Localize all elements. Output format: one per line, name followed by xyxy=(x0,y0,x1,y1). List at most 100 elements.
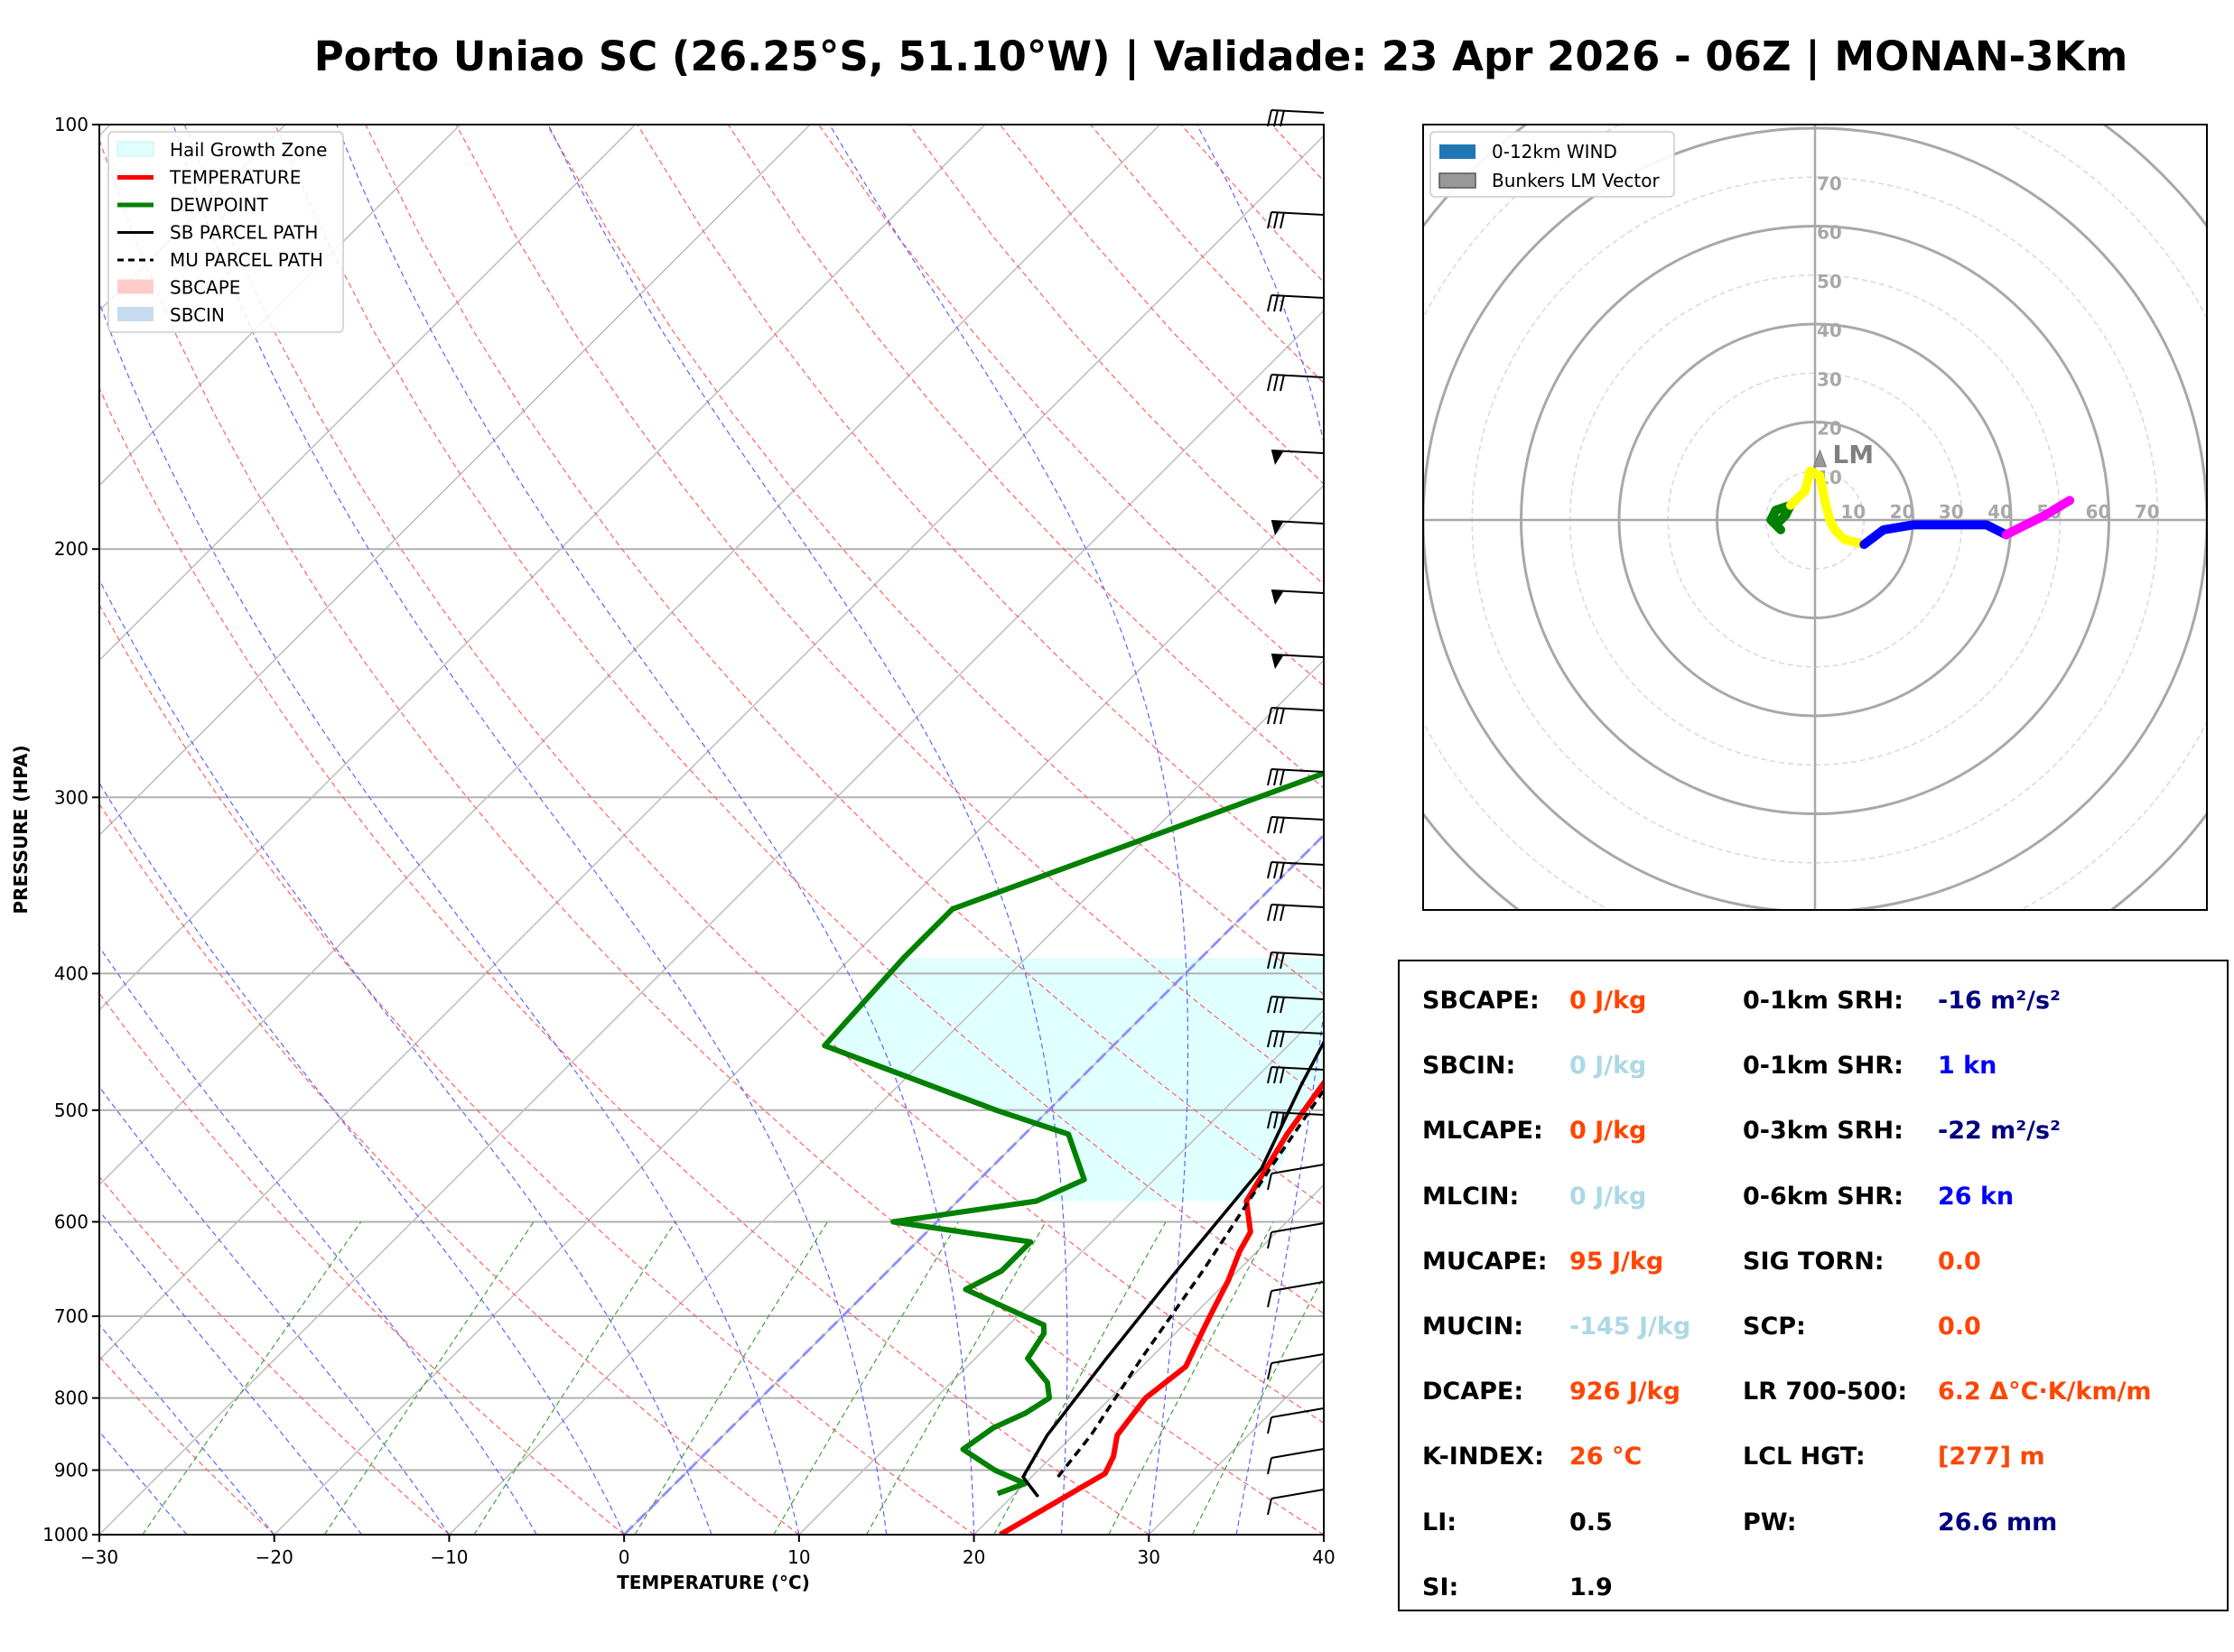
dry-adiabat xyxy=(99,803,800,1535)
series-sb-parcel-path xyxy=(1021,1038,1324,1499)
wind-barb xyxy=(1271,1222,1325,1233)
wind-barb xyxy=(1271,1353,1325,1364)
mixing-ratio-line xyxy=(323,1221,535,1535)
wind-barb-feather xyxy=(1280,951,1285,970)
x-tick-label: 40 xyxy=(1312,1546,1335,1568)
stat-label: SBCAPE: xyxy=(1422,987,1540,1015)
wind-barb-feather xyxy=(1273,707,1279,725)
stat-label: 0-6km SHR: xyxy=(1743,1182,1904,1211)
legend-swatch xyxy=(117,279,154,294)
wind-barb xyxy=(1271,1164,1325,1174)
stat-value: 26 kn xyxy=(1938,1182,2015,1211)
wind-barbs xyxy=(1267,109,1325,1516)
wind-barb-feather xyxy=(1273,374,1279,392)
legend-frame xyxy=(107,131,344,333)
mixing-ratio-line xyxy=(1191,1275,1324,1535)
wind-barb-feather xyxy=(1280,211,1285,229)
series-temperature xyxy=(999,1078,1324,1535)
x-axis-label: TEMPERATURE (°C) xyxy=(617,1572,810,1593)
mixing-ratio-line xyxy=(865,1221,1047,1535)
stat-value: 0 J/kg xyxy=(1569,1052,1647,1081)
moist-adiabat xyxy=(99,1210,363,1535)
hodograph-ring-label: 70 xyxy=(1817,172,1842,194)
legend-label: DEWPOINT xyxy=(170,194,268,216)
stat-value: 95 J/kg xyxy=(1569,1247,1664,1276)
dry-adiabat xyxy=(99,138,1324,1535)
wind-barb xyxy=(1271,1066,1325,1071)
stat-value: 0.0 xyxy=(1938,1313,1981,1341)
dry-adiabat xyxy=(99,1355,275,1535)
moist-adiabat xyxy=(829,125,1189,1535)
legend-swatch xyxy=(117,307,154,321)
wind-barb-feather xyxy=(1267,768,1272,786)
y-tick-label: 200 xyxy=(54,538,88,560)
isotherm xyxy=(99,125,811,837)
wind-barb-feather xyxy=(1267,951,1272,970)
hodograph-ring-label: 70 xyxy=(2135,501,2160,523)
hodograph-ring-label: 60 xyxy=(2086,501,2111,523)
stat-value: 26 °C xyxy=(1569,1443,1643,1471)
y-tick-label: 300 xyxy=(54,786,88,808)
y-tick-label: 1000 xyxy=(42,1524,88,1545)
wind-barb-feather xyxy=(1280,374,1285,392)
moist-adiabat xyxy=(99,782,625,1535)
legend-label: TEMPERATURE xyxy=(169,167,301,189)
hodograph-segment-0-1km xyxy=(1766,500,1795,534)
wind-barb-feather xyxy=(1273,109,1279,127)
wind-barb-feather xyxy=(1267,1030,1272,1048)
wind-barb-feather xyxy=(1273,951,1279,970)
wind-barb-feather xyxy=(1267,1498,1272,1516)
moist-adiabat xyxy=(547,125,1068,1535)
dry-adiabat xyxy=(275,125,1324,1314)
hail-growth-zone xyxy=(824,958,1324,1202)
hodograph-ring-label: 10 xyxy=(1840,501,1866,523)
dry-adiabat xyxy=(637,125,1324,892)
stat-value: 0 J/kg xyxy=(1569,987,1647,1015)
stat-label: 0-3km SRH: xyxy=(1743,1117,1904,1146)
hodograph-frame xyxy=(1422,124,2208,911)
wind-barb-feather xyxy=(1280,1066,1285,1084)
hodograph-ring-label: 50 xyxy=(1817,271,1842,292)
bunkers-lm-label: LM xyxy=(1832,440,1874,469)
x-tick-label: 30 xyxy=(1138,1546,1160,1568)
y-tick-label: 100 xyxy=(54,114,88,135)
wind-barb-feather xyxy=(1273,904,1279,922)
wind-barb xyxy=(1271,294,1325,299)
wind-barb-feather xyxy=(1280,1111,1285,1129)
isotherm xyxy=(99,125,986,1011)
stat-value: 6.2 Δ°C·K/km/m xyxy=(1938,1378,2152,1406)
skewt-frame xyxy=(98,124,1325,1536)
hodograph-segment-3-6km xyxy=(1859,520,2011,550)
stat-value: 1 kn xyxy=(1938,1052,1997,1081)
moist-adiabat xyxy=(99,946,537,1535)
wind-barb-feather xyxy=(1280,294,1285,312)
wind-barb-feather xyxy=(1267,1066,1272,1084)
moist-adiabat xyxy=(99,301,800,1535)
isotherm xyxy=(99,125,1161,1186)
hodograph-ring-label: 60 xyxy=(1817,222,1842,244)
stat-label: LR 700-500: xyxy=(1743,1378,1908,1406)
mixing-ratio-line xyxy=(142,1221,362,1535)
stat-label: SBCIN: xyxy=(1422,1052,1516,1081)
wind-barb-feather xyxy=(1267,1362,1272,1380)
x-tick-label: −20 xyxy=(256,1546,293,1568)
wind-barb xyxy=(1271,211,1325,216)
wind-barb-feather xyxy=(1267,109,1272,127)
wind-barb-feather xyxy=(1267,861,1272,879)
y-axis-label: PRESSURE (HPA) xyxy=(10,745,32,914)
wind-barb xyxy=(1271,1448,1325,1459)
hodograph-ring-label: 20 xyxy=(1817,418,1842,440)
wind-barb-feather xyxy=(1267,1231,1272,1249)
series-dewpoint xyxy=(822,770,1324,1497)
wind-barb-feather xyxy=(1273,211,1279,229)
hodograph-ring-label: 40 xyxy=(1817,320,1842,341)
wind-barb-feather xyxy=(1280,861,1285,879)
wind-barb-feather xyxy=(1280,1030,1285,1048)
wind-barb-feather xyxy=(1273,1111,1279,1129)
wind-barb-feather xyxy=(1273,816,1279,834)
hodograph-segment-6-12km xyxy=(2001,496,2075,540)
stat-value: 926 J/kg xyxy=(1569,1378,1680,1406)
legend-label: SB PARCEL PATH xyxy=(170,222,318,244)
wind-barb-feather xyxy=(1273,861,1279,879)
